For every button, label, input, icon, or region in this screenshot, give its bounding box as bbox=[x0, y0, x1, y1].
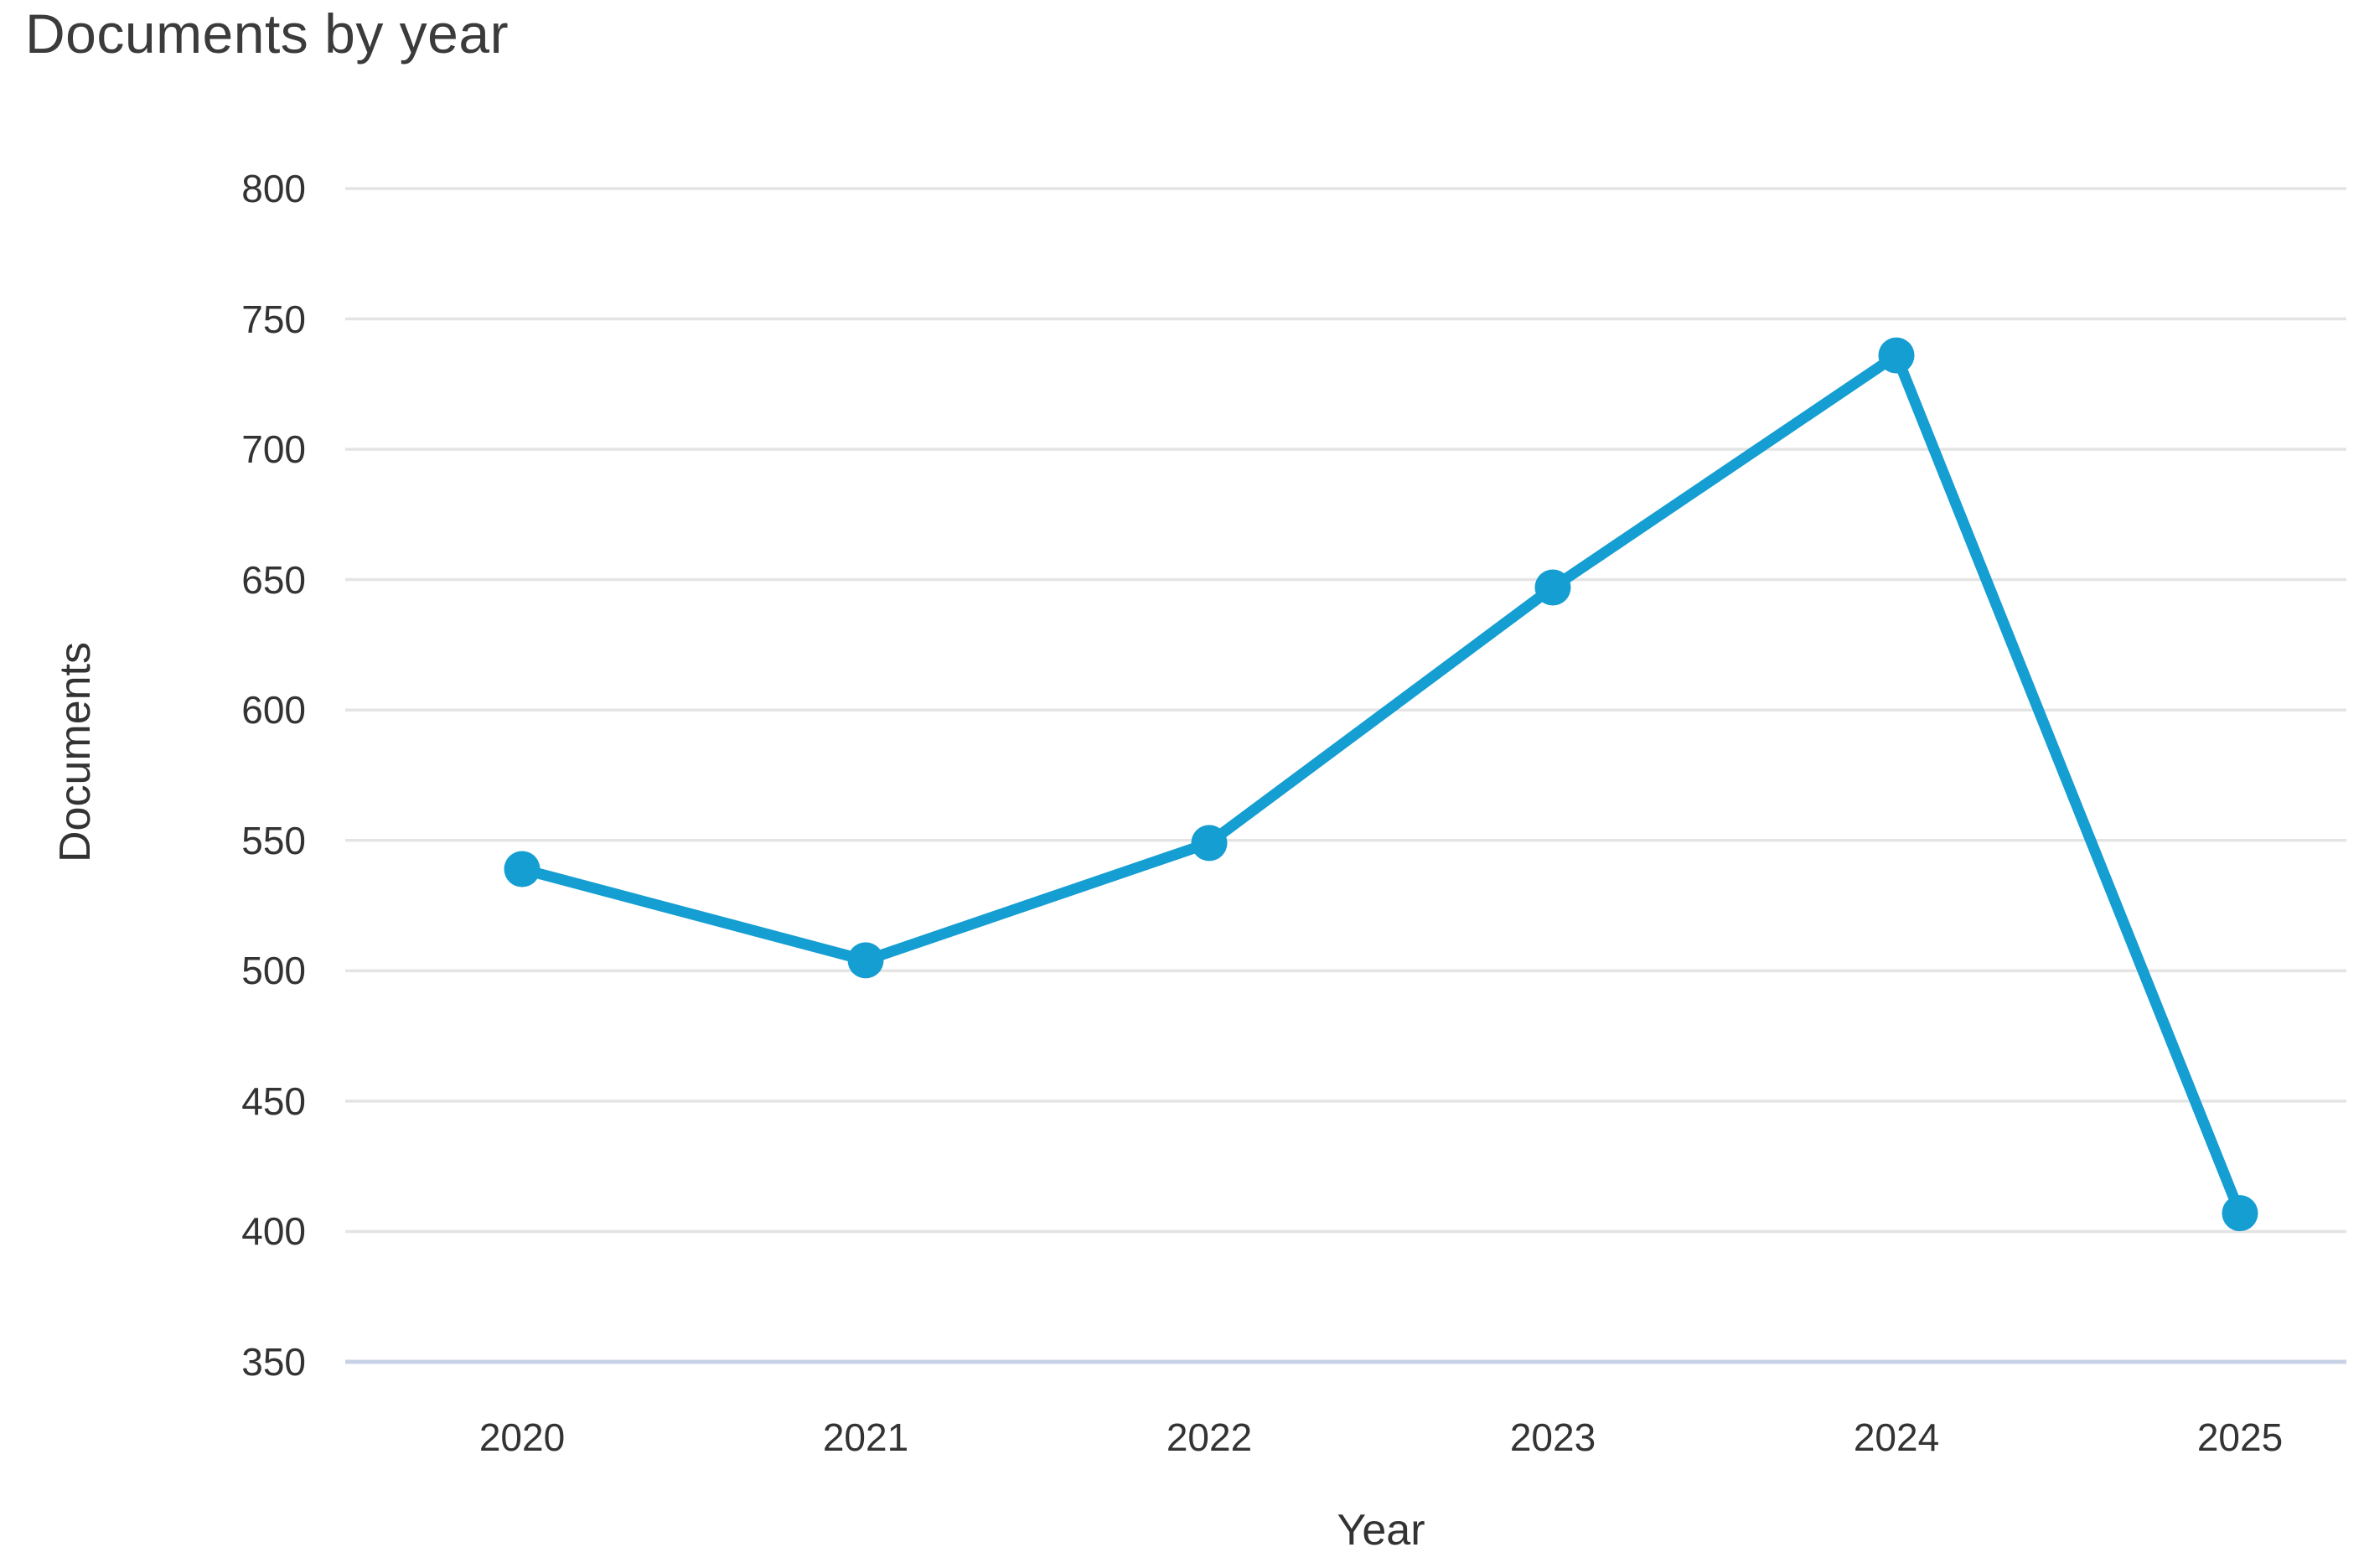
y-tick-label: 800 bbox=[241, 167, 306, 210]
x-tick-label: 2024 bbox=[1853, 1415, 1940, 1459]
y-tick-label: 700 bbox=[241, 427, 306, 472]
data-point[interactable] bbox=[504, 851, 541, 887]
x-tick-label: 2025 bbox=[2196, 1415, 2284, 1459]
x-tick-label: 2021 bbox=[822, 1415, 909, 1459]
y-axis-title: Documents bbox=[51, 642, 100, 862]
y-tick-label: 600 bbox=[241, 688, 306, 732]
data-point[interactable] bbox=[2222, 1195, 2258, 1232]
data-point[interactable] bbox=[847, 942, 884, 979]
y-tick-label: 750 bbox=[241, 297, 306, 341]
data-point[interactable] bbox=[1191, 825, 1228, 862]
y-tick-label: 400 bbox=[241, 1209, 306, 1254]
x-tick-label: 2022 bbox=[1166, 1415, 1253, 1459]
chart-title: Documents by year bbox=[25, 3, 510, 65]
y-tick-label: 350 bbox=[241, 1340, 306, 1384]
y-tick-label: 550 bbox=[241, 818, 306, 862]
series-line bbox=[516, 349, 2246, 1219]
y-tick-label: 450 bbox=[241, 1079, 306, 1123]
y-tick-label: 650 bbox=[241, 557, 306, 602]
x-axis-title: Year bbox=[1337, 1506, 1425, 1555]
data-point[interactable] bbox=[1878, 337, 1915, 374]
y-tick-label: 500 bbox=[241, 949, 306, 993]
data-point[interactable] bbox=[1534, 569, 1571, 606]
x-tick-label: 2020 bbox=[478, 1415, 566, 1459]
x-tick-label: 2023 bbox=[1509, 1415, 1596, 1459]
